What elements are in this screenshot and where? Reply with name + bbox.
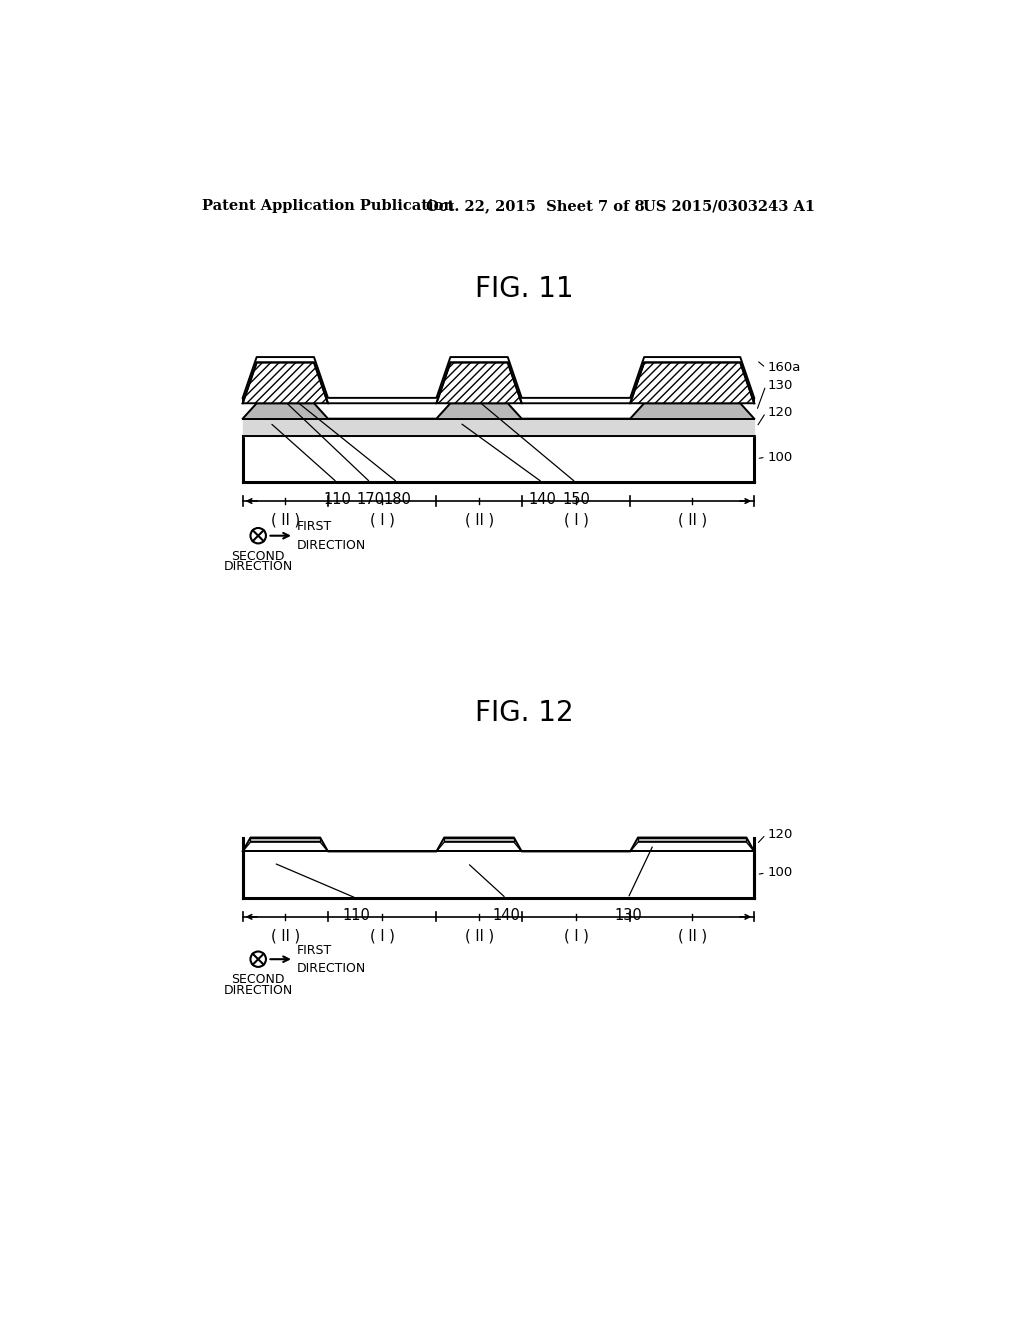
- Text: ( I ): ( I ): [370, 512, 394, 528]
- Text: ( II ): ( II ): [678, 928, 707, 944]
- Polygon shape: [243, 418, 755, 436]
- Text: 180: 180: [384, 492, 412, 507]
- Text: FIRST: FIRST: [297, 944, 332, 957]
- Text: 160a: 160a: [767, 362, 801, 375]
- Text: ( II ): ( II ): [465, 512, 494, 528]
- Text: SECOND: SECOND: [231, 973, 285, 986]
- Polygon shape: [243, 838, 755, 851]
- Text: 130: 130: [614, 908, 642, 923]
- Circle shape: [251, 528, 266, 544]
- Text: DIRECTION: DIRECTION: [297, 962, 367, 975]
- Text: Patent Application Publication: Patent Application Publication: [202, 199, 454, 213]
- Text: 110: 110: [343, 908, 371, 923]
- Text: ( II ): ( II ): [465, 928, 494, 944]
- Text: 110: 110: [324, 492, 351, 507]
- Text: 120: 120: [767, 407, 793, 418]
- Text: ( II ): ( II ): [678, 512, 707, 528]
- Polygon shape: [630, 363, 755, 404]
- Text: 100: 100: [767, 450, 793, 463]
- Text: ( I ): ( I ): [370, 928, 394, 944]
- Text: DIRECTION: DIRECTION: [223, 561, 293, 573]
- Text: US 2015/0303243 A1: US 2015/0303243 A1: [643, 199, 815, 213]
- Polygon shape: [243, 363, 328, 404]
- Text: 130: 130: [767, 379, 793, 392]
- Text: FIG. 11: FIG. 11: [475, 276, 574, 304]
- Polygon shape: [243, 436, 755, 482]
- Text: 140: 140: [493, 908, 520, 923]
- Polygon shape: [243, 404, 755, 418]
- Text: ( II ): ( II ): [270, 512, 300, 528]
- Text: FIG. 12: FIG. 12: [475, 698, 574, 727]
- Text: 150: 150: [562, 492, 590, 507]
- Polygon shape: [243, 851, 755, 898]
- Text: 100: 100: [767, 866, 793, 879]
- Text: ( I ): ( I ): [563, 928, 589, 944]
- Text: 170: 170: [356, 492, 385, 507]
- Circle shape: [251, 952, 266, 966]
- Text: 140: 140: [528, 492, 557, 507]
- Text: ( I ): ( I ): [563, 512, 589, 528]
- Text: ( II ): ( II ): [270, 928, 300, 944]
- Text: Oct. 22, 2015  Sheet 7 of 8: Oct. 22, 2015 Sheet 7 of 8: [426, 199, 645, 213]
- Text: DIRECTION: DIRECTION: [297, 539, 367, 552]
- Text: DIRECTION: DIRECTION: [223, 983, 293, 997]
- Text: FIRST: FIRST: [297, 520, 332, 533]
- Text: 120: 120: [767, 828, 793, 841]
- Polygon shape: [436, 363, 521, 404]
- Text: SECOND: SECOND: [231, 549, 285, 562]
